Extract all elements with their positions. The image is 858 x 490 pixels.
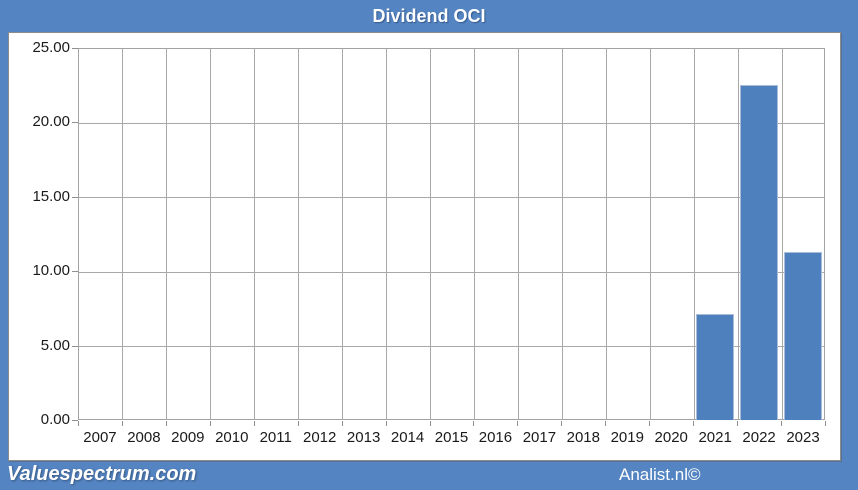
gridline-horizontal [79,197,824,199]
x-tick-label: 2009 [171,429,205,446]
x-axis-tick [165,421,167,426]
gridline-vertical [517,49,519,419]
gridline-vertical [605,49,607,419]
gridline-vertical [430,49,432,419]
x-tick-label: 2011 [259,429,292,446]
footer-bar: Valuespectrum.com Analist.nl© [0,461,858,490]
x-axis-tick [121,421,123,426]
analist-credit: Analist.nl© [619,465,701,484]
x-axis-tick [517,421,519,426]
valuespectrum-brand: Valuespectrum.com [7,463,197,485]
y-axis-tick [72,345,78,347]
x-tick-label: 2007 [83,429,117,446]
x-tick-label: 2010 [215,429,249,446]
y-tick-label: 25.00 [32,39,70,56]
x-axis-tick [473,421,475,426]
y-tick-label: 5.00 [40,336,70,354]
y-axis-tick [72,271,78,273]
x-tick-label: 2022 [742,429,776,446]
x-tick-label: 2021 [698,429,732,446]
y-tick-label: 10.00 [32,262,70,280]
x-axis-tick [385,421,387,426]
x-tick-label: 2019 [610,429,644,446]
gridline-vertical [342,49,344,419]
y-tick-label: 15.00 [32,187,70,205]
x-tick-label: 2012 [302,429,337,446]
gridline-vertical [781,49,783,419]
x-axis-tick [253,421,255,426]
y-tick-label: 20.00 [32,113,70,131]
x-axis-tick [297,421,299,426]
x-tick-label: 2017 [522,429,557,446]
gridline-horizontal [79,271,824,273]
x-axis-tick [693,421,695,426]
x-tick-label: 2013 [346,429,381,446]
plot-area [78,48,825,420]
x-tick-label: 2016 [478,429,513,446]
y-axis-tick [72,420,78,421]
x-axis-tick [737,421,739,426]
chart-title: Dividend OCI [372,5,486,26]
y-tick-label: 0.00 [40,411,70,428]
x-axis-tick [341,421,343,426]
x-tick-label: 2020 [654,429,688,446]
bar-2023 [783,251,823,420]
x-axis-tick [781,421,783,426]
gridline-vertical [254,49,256,419]
gridline-vertical [473,49,475,419]
x-axis-tick [209,421,211,426]
x-axis-tick [649,421,651,426]
gridline-vertical [210,49,212,419]
y-axis-tick [72,122,78,124]
gridline-vertical [737,49,739,419]
gridline-vertical [386,49,388,419]
x-axis-tick [825,421,826,426]
gridline-horizontal [79,346,824,348]
x-axis-tick [561,421,563,426]
gridline-horizontal [79,122,824,124]
y-axis-tick [72,196,78,198]
x-axis-tick [605,421,607,426]
y-axis-tick [72,48,78,49]
x-tick-label: 2008 [127,429,161,446]
gridline-vertical [298,49,300,419]
gridline-vertical [693,49,695,419]
x-axis-tick [429,421,431,426]
x-tick-label: 2018 [566,429,600,446]
gridline-vertical [561,49,563,419]
bar-2022 [739,85,779,420]
chart-title-bar: Dividend OCI [0,0,858,32]
gridline-vertical [166,49,168,419]
x-tick-label: 2014 [390,429,425,446]
x-tick-label: 2015 [434,429,469,446]
gridline-vertical [649,49,651,419]
chart-area: 0.00 5.00 10.00 15.00 20.00 25.00 2007 2008 2009… [8,32,841,461]
x-tick-label: 2023 [786,429,820,446]
x-axis-tick [78,421,79,426]
gridline-vertical [122,49,124,419]
bar-2021 [695,314,735,420]
